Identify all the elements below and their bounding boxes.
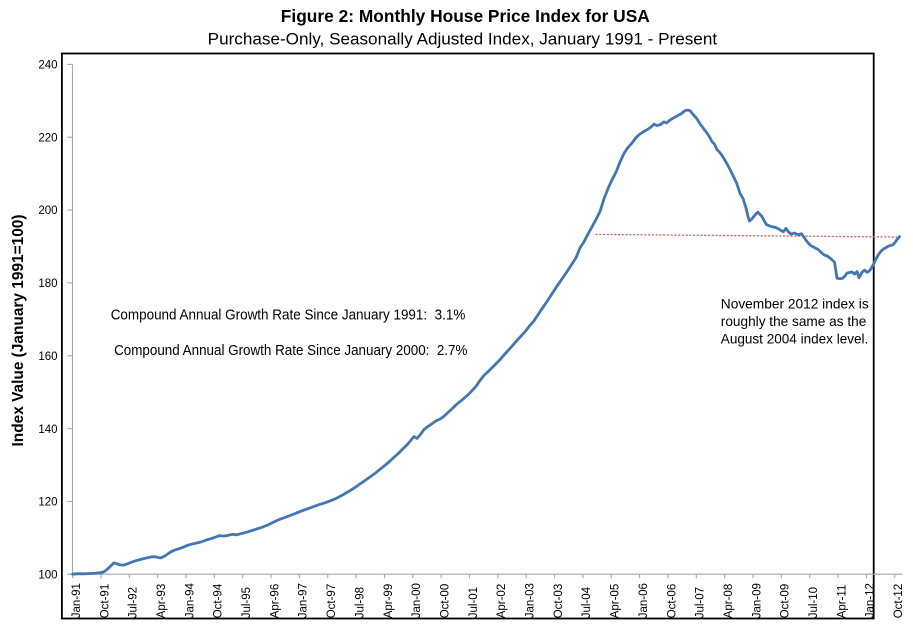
svg-text:180: 180 bbox=[38, 278, 57, 290]
svg-text:Jul-95: Jul-95 bbox=[241, 587, 253, 618]
svg-text:Apr-96: Apr-96 bbox=[269, 584, 281, 619]
svg-text:Apr-99: Apr-99 bbox=[383, 584, 395, 619]
svg-text:Jan-91: Jan-91 bbox=[71, 583, 83, 618]
svg-text:Jan-06: Jan-06 bbox=[638, 583, 650, 618]
svg-text:Jul-92: Jul-92 bbox=[128, 587, 140, 618]
svg-text:Oct-00: Oct-00 bbox=[439, 584, 451, 619]
svg-text:240: 240 bbox=[38, 60, 57, 72]
svg-text:Index Value (January 1991=100): Index Value (January 1991=100) bbox=[10, 215, 27, 447]
svg-text:Jul-98: Jul-98 bbox=[354, 587, 366, 618]
svg-text:200: 200 bbox=[38, 205, 57, 217]
svg-text:Apr-93: Apr-93 bbox=[156, 584, 168, 619]
svg-text:Jul-04: Jul-04 bbox=[581, 586, 593, 618]
svg-text:November 2012 index is: November 2012 index is bbox=[721, 296, 869, 311]
svg-text:August 2004 index level.: August 2004 index level. bbox=[721, 332, 869, 347]
svg-text:Oct-94: Oct-94 bbox=[213, 583, 225, 618]
svg-text:Jan-94: Jan-94 bbox=[184, 583, 196, 619]
svg-text:Jul-01: Jul-01 bbox=[468, 587, 480, 618]
svg-text:Oct-97: Oct-97 bbox=[326, 584, 338, 619]
svg-text:Jan-12: Jan-12 bbox=[865, 583, 877, 618]
svg-text:Oct-91: Oct-91 bbox=[99, 584, 111, 619]
svg-text:Figure 2: Monthly House Price: Figure 2: Monthly House Price Index for … bbox=[281, 6, 650, 26]
svg-text:140: 140 bbox=[38, 424, 57, 436]
svg-text:roughly the same as the: roughly the same as the bbox=[721, 314, 867, 329]
svg-text:Jan-03: Jan-03 bbox=[525, 583, 537, 618]
svg-text:Oct-03: Oct-03 bbox=[553, 584, 565, 619]
svg-text:Apr-02: Apr-02 bbox=[496, 584, 508, 619]
svg-text:Purchase-Only, Seasonally Adju: Purchase-Only, Seasonally Adjusted Index… bbox=[208, 30, 718, 48]
svg-text:Jan-00: Jan-00 bbox=[411, 583, 423, 618]
svg-text:Jan-97: Jan-97 bbox=[298, 583, 310, 618]
svg-text:Apr-08: Apr-08 bbox=[723, 584, 735, 619]
svg-text:Oct-09: Oct-09 bbox=[780, 584, 792, 619]
svg-text:100: 100 bbox=[38, 569, 57, 581]
svg-text:Jan-09: Jan-09 bbox=[751, 583, 763, 618]
svg-text:220: 220 bbox=[38, 132, 57, 144]
svg-text:Oct-12: Oct-12 bbox=[893, 584, 905, 619]
svg-text:120: 120 bbox=[38, 497, 57, 509]
svg-text:160: 160 bbox=[38, 351, 57, 363]
svg-text:Compound Annual Growth Rate Si: Compound Annual Growth Rate Since Januar… bbox=[111, 308, 466, 324]
svg-text:Compound Annual Growth Rate Si: Compound Annual Growth Rate Since Januar… bbox=[114, 343, 467, 359]
svg-text:Apr-11: Apr-11 bbox=[836, 585, 848, 619]
svg-text:Apr-05: Apr-05 bbox=[610, 584, 622, 619]
svg-text:Jul-10: Jul-10 bbox=[808, 587, 820, 618]
svg-text:Oct-06: Oct-06 bbox=[666, 584, 678, 619]
svg-text:Jul-07: Jul-07 bbox=[695, 587, 707, 618]
